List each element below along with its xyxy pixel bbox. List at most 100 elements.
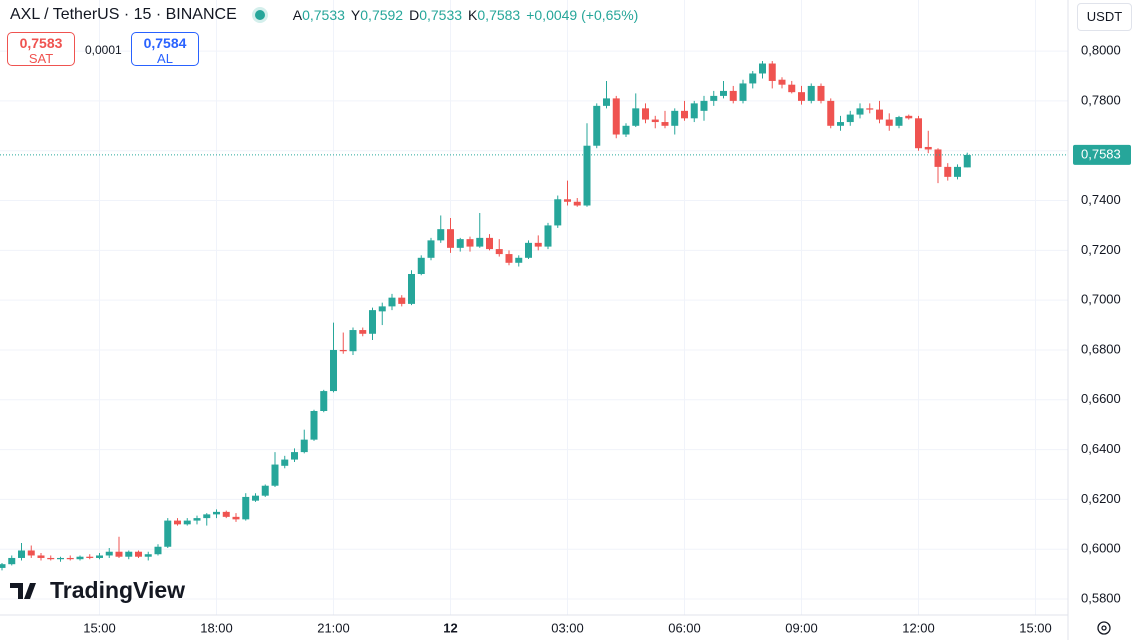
candle-body [0, 564, 6, 568]
candle-body [905, 115, 913, 119]
candle-body [729, 90, 737, 101]
candle-body [661, 122, 669, 126]
last-price-label: 0,7583 [1081, 146, 1121, 161]
candle-body [593, 105, 601, 146]
sell-price: 0,7583 [19, 35, 63, 51]
logo-icon [10, 582, 36, 599]
candle-body [642, 108, 649, 120]
x-tick-label: 03:00 [551, 620, 584, 635]
candle-body [115, 551, 123, 557]
y-tick-label: 0,6800 [1081, 341, 1121, 356]
candle-body [408, 273, 415, 304]
x-tick-label: 06:00 [668, 620, 701, 635]
candle-body [359, 330, 367, 334]
candle-body [330, 349, 337, 392]
ohlc-value: 0,7592 [360, 7, 404, 23]
candle-body [681, 110, 688, 119]
candle-body [866, 108, 874, 110]
candle-body [174, 520, 181, 525]
buy-button[interactable]: 0,7584 AL [131, 32, 199, 66]
candle-body [193, 518, 201, 521]
candle-body [895, 117, 903, 126]
candle-body [632, 108, 640, 126]
candle-body [573, 201, 581, 206]
candle-body [105, 551, 113, 556]
x-tick-label: 18:00 [200, 620, 233, 635]
candle-body [339, 349, 347, 352]
candle-body [57, 557, 64, 560]
candle-body [505, 254, 513, 263]
candle-body [846, 114, 854, 123]
y-tick-label: 0,7800 [1081, 92, 1121, 107]
candle-body [466, 239, 474, 247]
candle-body [125, 551, 133, 557]
candle-body [739, 83, 747, 101]
sell-button[interactable]: 0,7583 SAT [7, 32, 75, 66]
ohlc-key: D [409, 7, 420, 23]
candle-body [281, 459, 289, 466]
ohlc-value: 0,7533 [419, 7, 463, 23]
logo: TradingView [10, 577, 185, 604]
candle-body [856, 108, 864, 115]
candle-body [291, 452, 298, 460]
candle-body [720, 90, 727, 96]
candle-body [768, 63, 776, 81]
candle-body [700, 100, 708, 111]
candle-body [417, 257, 425, 274]
candle-body [583, 145, 591, 206]
candle-body [437, 229, 445, 241]
currency-select[interactable]: USDT [1077, 3, 1132, 31]
x-tick-label: 12 [443, 620, 457, 635]
candle-body [671, 110, 679, 126]
ohlc-value: 0,7583 [477, 7, 521, 23]
x-tick-label: 09:00 [785, 620, 818, 635]
y-tick-label: 0,7400 [1081, 192, 1121, 207]
x-tick-label: 15:00 [83, 620, 116, 635]
candle-body [76, 556, 84, 560]
candle-body [622, 125, 630, 135]
change: +0,0049 (+0,65%) [526, 7, 639, 23]
y-tick-label: 0,6600 [1081, 391, 1121, 406]
candle-body [18, 550, 25, 558]
candle-body [203, 514, 211, 519]
candle-body [944, 166, 952, 177]
ohlc: A0,7533 Y0,7592 D0,7533 K0,7583 [293, 7, 526, 23]
candle-body [924, 146, 932, 150]
last-price-box [1073, 144, 1131, 165]
candle-body [144, 554, 152, 557]
candle-body [447, 229, 454, 248]
settings-icon [1097, 621, 1111, 635]
y-tick-label: 0,8000 [1081, 43, 1121, 58]
candle-body [456, 239, 464, 248]
buy-label: AL [157, 51, 173, 66]
candle-body [515, 257, 523, 263]
candle-body [8, 557, 16, 565]
candle-body [349, 330, 357, 352]
candle-body [486, 237, 493, 250]
candle-body [525, 242, 532, 258]
status-dot [254, 10, 265, 20]
candle-body [603, 98, 610, 106]
header: AXL / TetherUS · 15 · BINANCE A0,7533 Y0,… [10, 6, 638, 24]
candle-body [310, 410, 318, 440]
candle-body [427, 240, 435, 258]
candle-body [261, 485, 269, 496]
candle-body [300, 439, 308, 453]
candle-body [963, 154, 971, 168]
candle-body [154, 546, 162, 555]
candle-body [398, 297, 406, 304]
candle-body [213, 511, 220, 515]
candle-body [710, 95, 718, 101]
buy-price: 0,7584 [143, 35, 187, 51]
candle-body [86, 556, 94, 558]
candle-body [837, 122, 844, 126]
candle-body [242, 496, 250, 520]
candle-body [788, 84, 796, 93]
y-tick-label: 0,5800 [1081, 590, 1121, 605]
candle-body [915, 118, 922, 149]
y-tick-label: 0,7000 [1081, 292, 1121, 307]
sell-label: SAT [28, 51, 54, 66]
candle-body [495, 249, 503, 255]
